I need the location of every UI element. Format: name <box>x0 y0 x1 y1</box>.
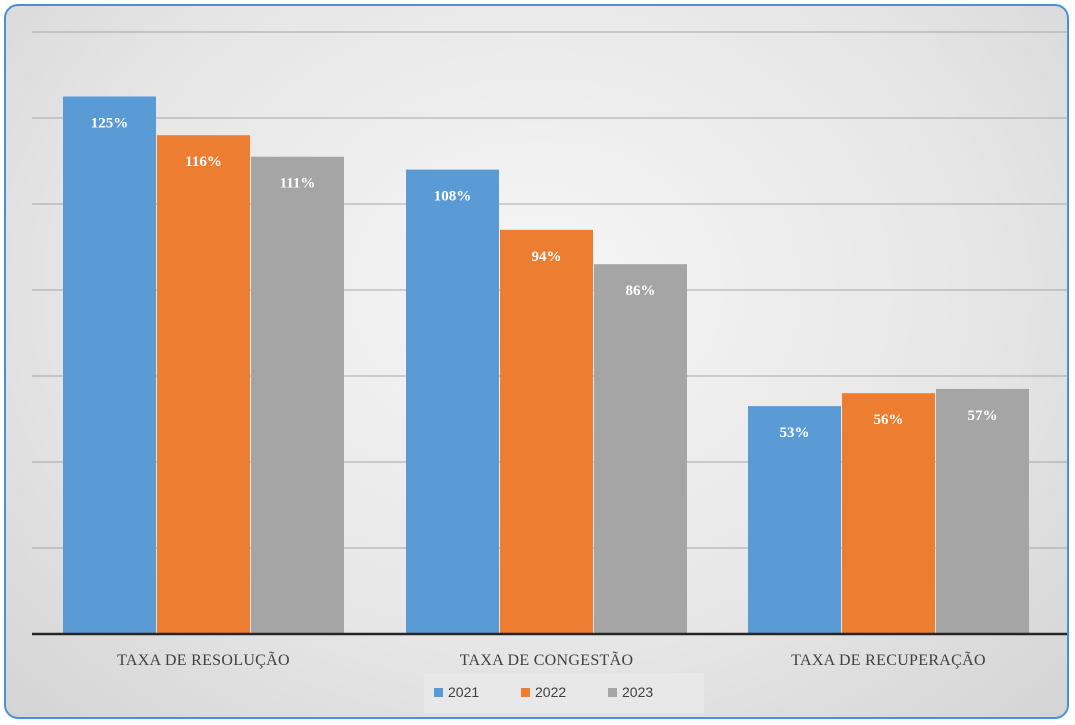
data-label-2021-3: 53% <box>780 425 810 441</box>
data-label-2022-3: 56% <box>874 412 904 428</box>
bar-2023-1 <box>251 156 344 634</box>
legend-swatch-2022 <box>521 688 530 697</box>
legend: 2021 2022 2023 <box>424 673 704 713</box>
data-label-2023-1: 111% <box>280 176 316 192</box>
category-label-1: TAXA DE RESOLUÇÃO <box>117 651 290 669</box>
data-label-2021-1: 125% <box>91 116 129 132</box>
legend-label-2023: 2023 <box>622 684 653 700</box>
bar-chart: 125% 108% 53% 116% 94% 56% 111% 86% 57% TAXA DE R… <box>32 31 1067 713</box>
data-label-2021-2: 108% <box>434 189 472 205</box>
category-label-2: TAXA DE CONGESTÃO <box>460 651 634 669</box>
bar-2021-3 <box>748 406 841 634</box>
bar-2022-1 <box>157 135 250 634</box>
category-label-3: TAXA DE RECUPERAÇÃO <box>791 651 986 669</box>
data-label-2022-2: 94% <box>532 249 562 265</box>
bar-2021-2 <box>406 169 499 634</box>
legend-swatch-2023 <box>608 688 617 697</box>
data-label-2023-2: 86% <box>626 283 656 299</box>
bar-2022-3 <box>842 393 935 634</box>
chart-frame: 125% 108% 53% 116% 94% 56% 111% 86% 57% TAXA DE R… <box>4 4 1069 719</box>
legend-swatch-2021 <box>434 688 443 697</box>
bar-2021-1 <box>63 96 156 634</box>
legend-label-2021: 2021 <box>448 684 479 700</box>
legend-background <box>424 673 704 713</box>
bar-2022-2 <box>500 229 593 635</box>
bar-2023-2 <box>594 264 687 634</box>
legend-label-2022: 2022 <box>535 684 566 700</box>
data-label-2022-1: 116% <box>185 154 222 170</box>
bar-2023-3 <box>936 388 1029 634</box>
data-label-2023-3: 57% <box>968 408 998 424</box>
